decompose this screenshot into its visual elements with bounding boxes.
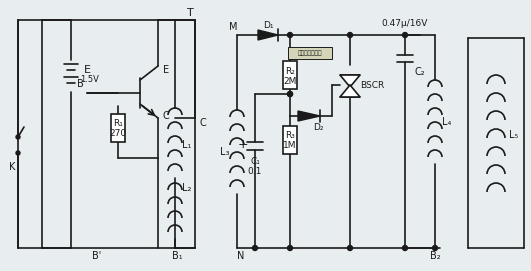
Circle shape	[433, 246, 438, 250]
Bar	[288, 47, 332, 59]
Polygon shape	[340, 85, 360, 97]
Text: B₂: B₂	[430, 251, 440, 261]
Text: B': B'	[92, 251, 101, 261]
Text: 点击燃气调节阀: 点击燃气调节阀	[298, 50, 322, 56]
Text: C: C	[162, 111, 169, 121]
Text: B₁: B₁	[172, 251, 182, 261]
Text: D₂: D₂	[313, 124, 323, 133]
Text: C: C	[200, 118, 207, 128]
Circle shape	[16, 151, 20, 155]
Text: N: N	[237, 251, 245, 261]
Text: K: K	[9, 162, 15, 172]
Text: L₂: L₂	[182, 183, 192, 193]
Circle shape	[253, 246, 258, 250]
Text: L₅: L₅	[509, 130, 519, 140]
Circle shape	[287, 33, 293, 37]
Text: L₁: L₁	[182, 140, 192, 150]
Text: B: B	[76, 79, 83, 89]
Text: C₂: C₂	[415, 67, 425, 77]
Text: R₁: R₁	[113, 120, 123, 128]
Polygon shape	[298, 111, 320, 121]
Circle shape	[287, 246, 293, 250]
Bar	[283, 126, 297, 154]
Text: BSCR: BSCR	[360, 80, 384, 89]
Text: +: +	[238, 137, 249, 150]
Text: R₂: R₂	[285, 66, 295, 76]
Text: 0.1: 0.1	[248, 167, 262, 176]
Text: D₁: D₁	[263, 21, 273, 30]
Circle shape	[402, 33, 407, 37]
Text: L₄: L₄	[442, 117, 452, 127]
Text: 1.5V: 1.5V	[81, 76, 99, 85]
Circle shape	[16, 135, 20, 139]
Text: 1M: 1M	[283, 141, 297, 150]
Circle shape	[347, 33, 353, 37]
Circle shape	[402, 246, 407, 250]
Bar	[111, 114, 125, 142]
Text: M: M	[229, 22, 237, 32]
Text: 270: 270	[109, 130, 126, 138]
Text: 2M: 2M	[284, 76, 297, 85]
Polygon shape	[258, 30, 278, 40]
Circle shape	[347, 246, 353, 250]
Polygon shape	[340, 75, 360, 87]
Text: C₁: C₁	[250, 157, 260, 166]
Text: R₃: R₃	[285, 131, 295, 140]
Bar	[283, 61, 297, 89]
Text: E: E	[163, 65, 169, 75]
Text: L₃: L₃	[220, 147, 230, 157]
Circle shape	[287, 92, 293, 96]
Text: 0.47μ/16V: 0.47μ/16V	[382, 18, 428, 27]
Text: E: E	[83, 65, 90, 75]
Circle shape	[287, 92, 293, 96]
Text: T: T	[186, 8, 193, 18]
